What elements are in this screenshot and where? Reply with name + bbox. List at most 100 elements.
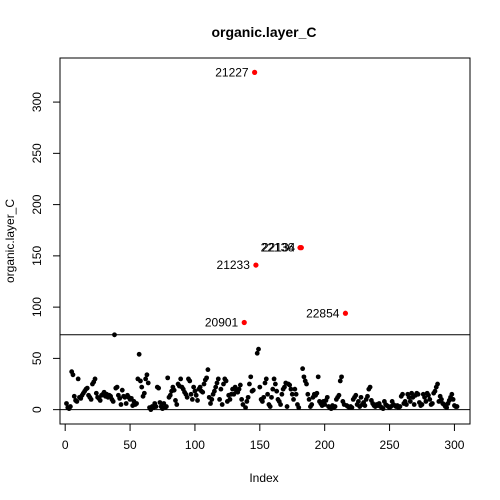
data-point [262,380,268,386]
data-point [339,374,344,380]
data-point [178,376,184,382]
data-point [64,401,69,406]
data-point [435,381,440,387]
data-point [322,402,328,407]
data-point [256,346,261,352]
data-point [380,406,386,412]
chart-title: organic.layer_C [211,24,316,40]
data-point [404,402,409,407]
data-point [208,401,213,406]
data-point [304,381,309,387]
data-point [70,372,76,378]
data-point [245,394,251,400]
data-point [367,384,373,390]
data-point [260,399,265,404]
data-point [219,402,225,407]
data-point [192,388,198,394]
y-tick-label: 250 [30,143,44,163]
data-point [332,404,338,409]
data-point [261,394,267,400]
data-point [248,374,254,380]
data-point [197,384,203,390]
y-tick-label: 150 [30,246,44,266]
data-point [250,387,256,393]
data-point [314,390,320,396]
y-axis-label: organic.layer_C [3,199,17,283]
data-point [84,385,90,391]
data-point [156,385,162,391]
data-point [243,405,248,410]
data-point [282,384,287,390]
data-point [75,376,81,382]
data-point [358,394,364,400]
data-point [237,382,243,388]
data-point [195,398,200,403]
data-point [244,399,250,404]
data-point [278,402,283,407]
x-tick-label: 300 [444,438,464,452]
data-point [279,391,285,397]
data-point [263,376,269,382]
data-point [353,392,359,398]
data-point [267,404,273,409]
data-point [92,376,98,382]
data-point [174,402,180,407]
data-point [409,390,415,396]
y-tick-label: 0 [30,406,44,413]
x-tick-label: 250 [380,438,400,452]
data-point [97,398,103,403]
data-point [411,402,417,407]
data-point [227,396,233,402]
data-point [191,384,197,390]
outlier-label: 21233 [217,258,251,272]
data-point [201,381,207,387]
data-point [289,391,295,397]
y-axis: 0 50 100 150 200 250 300 [30,92,61,413]
data-point [415,391,421,397]
x-tick-label: 0 [62,438,69,452]
data-point [171,387,177,393]
data-point [306,396,312,402]
data-point [118,402,124,407]
y-tick-label: 100 [30,297,44,317]
data-point [269,394,274,400]
data-point [144,372,150,378]
data-point [400,391,405,397]
data-point [270,386,276,392]
outlier-label: 21227 [215,65,249,79]
data-point [209,396,215,402]
y-tick-label: 200 [30,194,44,214]
data-point [292,386,298,392]
x-tick-label: 100 [185,438,205,452]
data-point [110,399,116,404]
data-point [449,391,455,397]
x-tick-label: 150 [250,438,270,452]
data-point [184,394,190,400]
data-point [257,384,263,390]
data-point [309,402,315,407]
data-point [432,388,438,394]
data-point [422,394,427,400]
x-tick-label: 50 [123,438,137,452]
outlier-point [253,262,259,268]
y-tick-label: 50 [30,351,44,365]
data-point [193,392,199,398]
data-point [426,392,431,398]
data-point [215,376,221,382]
data-point [406,394,412,400]
data-point [141,390,147,396]
data-point [419,402,425,407]
data-point [123,401,129,406]
data-point [117,395,123,401]
data-point [145,380,151,386]
outlier-point [342,310,349,316]
data-point [143,376,149,382]
data-point [214,380,220,386]
x-axis-label: Index [249,471,278,485]
data-point [71,393,77,399]
data-point [356,399,361,404]
data-point [271,376,277,382]
x-axis: 0 50 100 150 200 250 300 [62,423,465,452]
data-point [288,386,294,392]
data-point [291,396,296,402]
